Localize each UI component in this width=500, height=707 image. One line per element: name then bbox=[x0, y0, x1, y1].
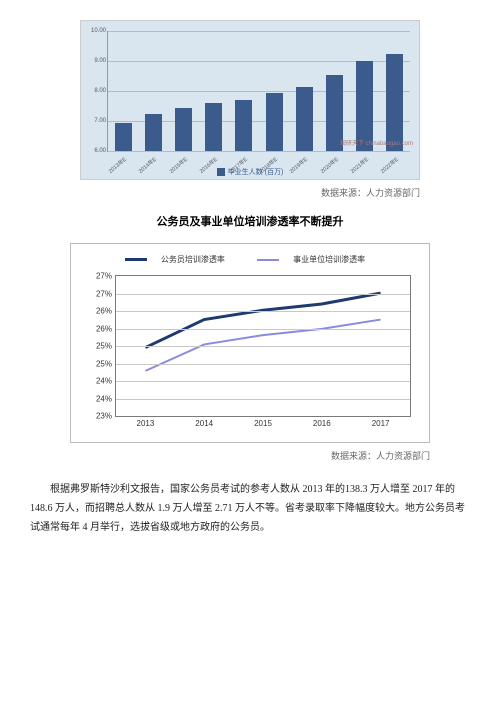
line-ytick: 23% bbox=[96, 412, 116, 421]
bar-ytick: 8.00 bbox=[94, 88, 108, 94]
line-ytick: 27% bbox=[96, 289, 116, 298]
line-series bbox=[145, 293, 380, 347]
bar bbox=[296, 87, 313, 152]
line-ytick: 25% bbox=[96, 342, 116, 351]
legend2-label: 事业单位培训渗透率 bbox=[293, 255, 365, 264]
line-xtick: 2015 bbox=[254, 419, 272, 428]
line-ytick: 26% bbox=[96, 307, 116, 316]
line-ytick: 24% bbox=[96, 377, 116, 386]
bar bbox=[175, 108, 192, 152]
bar bbox=[145, 114, 162, 152]
line-ytick: 26% bbox=[96, 324, 116, 333]
bar-plot-area: 6.007.008.009.0010.002013年E2014年E2015年E2… bbox=[107, 31, 410, 152]
chart2-source: 数据来源：人力资源部门 bbox=[70, 449, 430, 462]
line-legend: 公务员培训渗透率 事业单位培训渗透率 bbox=[71, 244, 429, 269]
bar-ytick: 6.00 bbox=[94, 148, 108, 154]
line-ytick: 27% bbox=[96, 272, 116, 281]
bar bbox=[115, 123, 132, 152]
line-chart: 公务员培训渗透率 事业单位培训渗透率 23%24%24%25%25%26%26%… bbox=[70, 243, 430, 443]
chart1-source: 数据来源：人力资源部门 bbox=[80, 186, 420, 199]
bar bbox=[266, 93, 283, 152]
bar bbox=[235, 100, 252, 151]
body-paragraph: 根据弗罗斯特沙利文报告，国家公务员考试的参考人数从 2013 年的138.3 万… bbox=[30, 480, 470, 537]
line-xtick: 2013 bbox=[136, 419, 154, 428]
line-ytick: 24% bbox=[96, 394, 116, 403]
line-ytick: 25% bbox=[96, 359, 116, 368]
line-xtick: 2014 bbox=[195, 419, 213, 428]
bar-ytick: 9.00 bbox=[94, 58, 108, 64]
line-plot-area: 23%24%24%25%25%26%26%27%27%2013201420152… bbox=[115, 275, 411, 417]
bar-ytick: 7.00 bbox=[94, 118, 108, 124]
legend1-label: 公务员培训渗透率 bbox=[161, 255, 225, 264]
bar bbox=[205, 103, 222, 151]
bar-legend: 毕业生人数 (百万) bbox=[81, 167, 419, 177]
bar-legend-label: 毕业生人数 (百万) bbox=[228, 169, 284, 176]
bar-chart: 6.007.008.009.0010.002013年E2014年E2015年E2… bbox=[80, 20, 420, 180]
section-title: 公务员及事业单位培训渗透率不断提升 bbox=[30, 213, 470, 229]
bar bbox=[386, 54, 403, 152]
line-xtick: 2017 bbox=[372, 419, 390, 428]
watermark: 观研天下 chinabaogao.com bbox=[340, 138, 413, 147]
bar-ytick: 10.00 bbox=[91, 28, 108, 34]
line-xtick: 2016 bbox=[313, 419, 331, 428]
